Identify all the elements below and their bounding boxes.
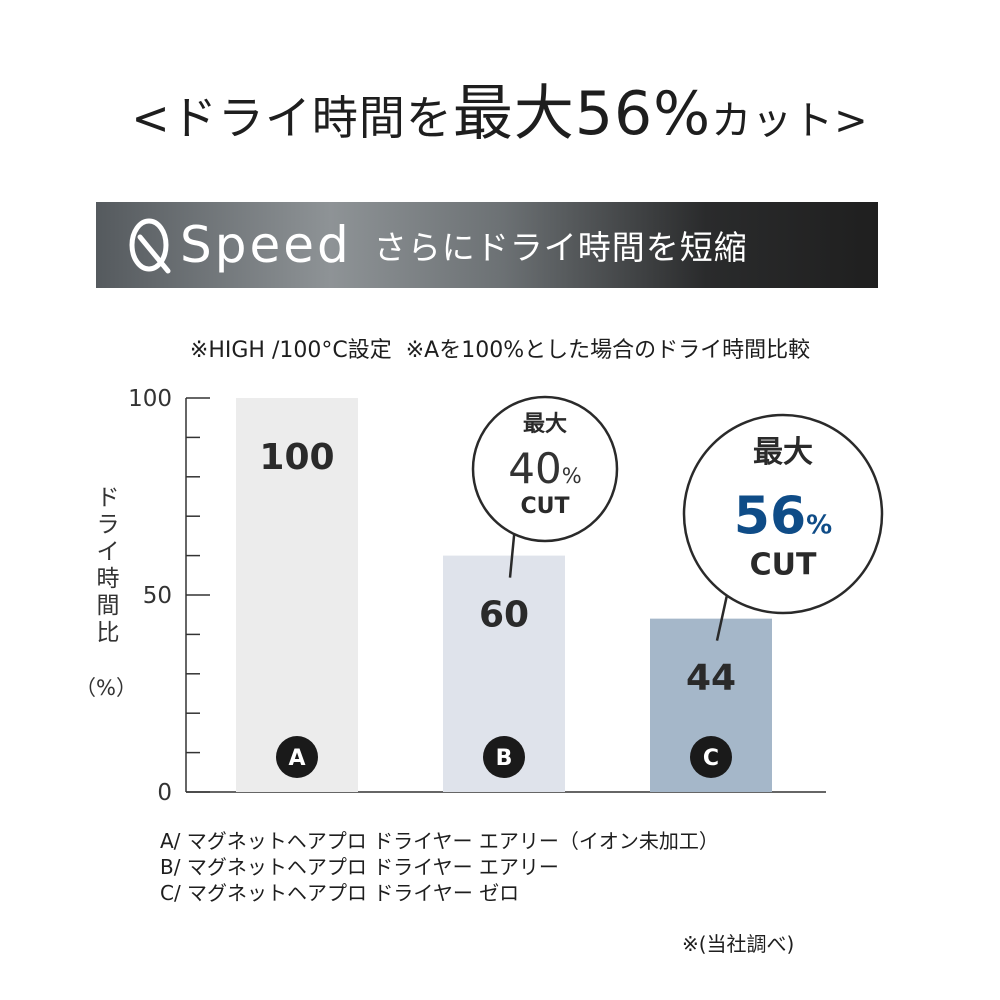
bar-value-label: 60 [479, 595, 529, 636]
headline: <ドライ時間を最大56%カット> [0, 84, 1000, 144]
brand-name: Speed [180, 216, 352, 274]
category-label: C [703, 746, 719, 771]
legend: A/ マグネットヘアプロ ドライヤー エアリー（イオン未加工） B/ マグネット… [160, 828, 719, 906]
callout-label-top: 最大 [753, 435, 813, 470]
note-comparison: ※Aを100%とした場合のドライ時間比較 [405, 338, 811, 363]
y-tick-label: 0 [157, 780, 172, 806]
note-setting: ※HIGH /100°C設定 [189, 338, 392, 363]
legend-item-b: B/ マグネットヘアプロ ドライヤー エアリー [160, 855, 559, 879]
product-banner: Speed さらにドライ時間を短縮 [96, 202, 878, 288]
y-axis-label-char: 間 [97, 593, 120, 619]
y-axis-label-char: ラ [97, 512, 120, 538]
headline-post: カット> [711, 98, 869, 144]
bar-a [236, 398, 358, 792]
callout-bubble [682, 413, 884, 615]
banner-tagline: さらにドライ時間を短縮 [373, 228, 748, 267]
y-axis-label-char: イ [97, 539, 120, 565]
category-label: B [496, 746, 513, 771]
legend-item-a: A/ マグネットヘアプロ ドライヤー エアリー（イオン未加工） [160, 829, 719, 853]
y-tick-label: 50 [143, 583, 172, 609]
category-marker [276, 736, 318, 778]
callout-pointer [715, 595, 729, 641]
source-note: ※(当社調べ) [682, 932, 795, 956]
y-axis-label-char: 比 [97, 620, 120, 646]
callout-label-top: 最大 [523, 412, 567, 437]
y-axis-label-char: 時 [97, 566, 120, 592]
y-tick-label: 100 [128, 386, 172, 412]
bar-value-label: 100 [259, 437, 334, 478]
category-marker [483, 736, 525, 778]
callout-bubble [471, 395, 619, 543]
bar-value-label: 44 [686, 658, 736, 699]
y-axis-unit: （%） [75, 676, 137, 700]
q-logo-icon [129, 218, 171, 274]
chart-notes: ※HIGH /100°C設定 ※Aを100%とした場合のドライ時間比較 [0, 332, 1000, 364]
headline-pre: <ドライ時間を [131, 91, 453, 145]
callout-percent: 56% [734, 486, 832, 546]
category-label: A [288, 746, 305, 771]
callout-pointer [508, 533, 516, 578]
callout-label-bottom: CUT [520, 494, 569, 519]
y-axis-label-char: ド [97, 485, 120, 511]
callout-label-bottom: CUT [750, 548, 817, 583]
category-marker [690, 736, 732, 778]
callout-percent: 40% [508, 444, 581, 493]
headline-emphasis: 最大56% [452, 79, 712, 149]
legend-item-c: C/ マグネットヘアプロ ドライヤー ゼロ [160, 881, 520, 905]
